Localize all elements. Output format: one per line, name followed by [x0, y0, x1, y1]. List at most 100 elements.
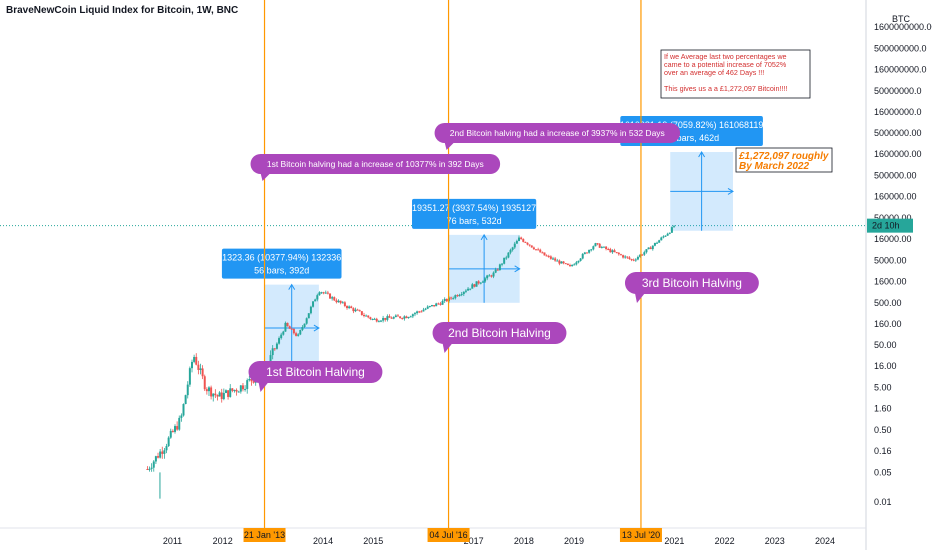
candle-body: [292, 328, 295, 334]
candle-body: [220, 392, 223, 400]
candle-body: [299, 329, 302, 335]
candle-body: [634, 259, 637, 261]
price-axis-tick: 1.60: [874, 404, 892, 414]
date-axis-tick: 2012: [213, 536, 233, 546]
candle-body: [216, 395, 219, 397]
candle-body: [373, 318, 376, 320]
candle-body: [318, 292, 321, 296]
candle-body: [460, 294, 463, 296]
candle-body: [284, 322, 287, 332]
price-axis-tick: 5000.00: [874, 255, 907, 265]
candle-body: [339, 300, 342, 303]
candle-body: [399, 316, 402, 319]
candle-body: [628, 257, 631, 260]
candle-body: [543, 252, 546, 256]
candle-body: [530, 245, 533, 248]
candle-body: [662, 236, 665, 238]
measure-arrow: [514, 265, 521, 273]
candle-body: [218, 392, 221, 397]
candle-body: [282, 331, 285, 335]
candle-body: [346, 306, 349, 309]
prediction-date: By March 2022: [739, 161, 809, 172]
halving-date-badge: [619, 528, 662, 542]
candle-body: [598, 243, 601, 248]
candle-body: [575, 262, 578, 265]
candle-body: [322, 292, 325, 294]
date-axis-tick: 2023: [765, 536, 785, 546]
candle-body: [588, 249, 591, 253]
candle-body: [269, 355, 272, 364]
halving-callout-tail: [442, 343, 453, 353]
candle-body: [184, 395, 187, 405]
candle-body: [511, 247, 514, 250]
candle-body: [551, 258, 554, 260]
candle-body: [229, 388, 232, 397]
price-axis-tick: 500000000.0: [874, 43, 927, 53]
candle-body: [541, 252, 544, 254]
date-axis-tick: 2024: [815, 536, 835, 546]
candle-body: [670, 227, 673, 233]
date-axis-tick: 2018: [514, 536, 534, 546]
candle-body: [193, 356, 196, 362]
candle-body: [182, 404, 185, 416]
candle-body: [424, 308, 427, 310]
price-axis-tick: 16.00: [874, 361, 897, 371]
price-axis-tick: 50000.00: [874, 213, 912, 223]
candle-body: [656, 242, 659, 244]
price-axis-tick: 1600000.00: [874, 149, 922, 159]
candle-body: [605, 246, 608, 250]
candle-body: [197, 364, 200, 370]
candle-body: [199, 368, 202, 370]
candle-body: [535, 249, 538, 251]
price-axis: 1600000000.00 500000000.0 160000000.0 50000…: [865, 0, 932, 550]
measure-label-value: 19351.27 (3937.54%) 1935127: [412, 203, 536, 213]
candle-body: [278, 338, 281, 344]
price-axis-tick: 16000.00: [874, 234, 912, 244]
candle-body: [467, 288, 470, 291]
candle-body: [288, 326, 291, 329]
candle-body: [305, 318, 308, 324]
candle-body: [248, 379, 251, 381]
candle-body: [568, 265, 571, 267]
candle-body: [214, 393, 217, 396]
candle-body: [379, 320, 382, 322]
candle-body: [481, 281, 484, 283]
candle-body: [222, 392, 225, 400]
candle-body: [396, 315, 399, 317]
candle-body: [520, 237, 523, 240]
candle-body: [462, 291, 465, 295]
price-axis-tick: 0.16: [874, 446, 892, 456]
candle-body: [435, 303, 438, 307]
candle-body: [585, 252, 588, 254]
price-axis-tick: 50.00: [874, 340, 897, 350]
candle-body: [571, 265, 574, 267]
candle-body: [290, 328, 293, 330]
candle-body: [237, 391, 240, 393]
candle-body: [473, 284, 476, 287]
candle-body: [411, 314, 414, 317]
candle-body: [154, 456, 157, 462]
candle-body: [428, 306, 431, 308]
candle-body: [241, 385, 244, 390]
candle-body: [624, 256, 627, 258]
candle-body: [297, 334, 300, 336]
candle-body: [420, 311, 423, 313]
candle-body: [547, 255, 550, 257]
candle-body: [409, 316, 412, 318]
candle-body: [271, 348, 274, 356]
candle-body: [583, 252, 586, 254]
candle-body: [418, 311, 421, 313]
candle-body: [167, 437, 170, 447]
candle-body: [494, 269, 497, 273]
date-axis-tick: 2022: [715, 536, 735, 546]
candle-body: [673, 226, 676, 228]
candle-body: [433, 305, 436, 307]
price-axis-tick: 160.00: [874, 319, 902, 329]
candle-body: [316, 295, 319, 300]
candle-body: [356, 309, 359, 311]
candle-body: [458, 294, 461, 297]
candle-body: [518, 237, 521, 241]
candle-body: [630, 259, 633, 261]
candle-body: [456, 295, 459, 297]
